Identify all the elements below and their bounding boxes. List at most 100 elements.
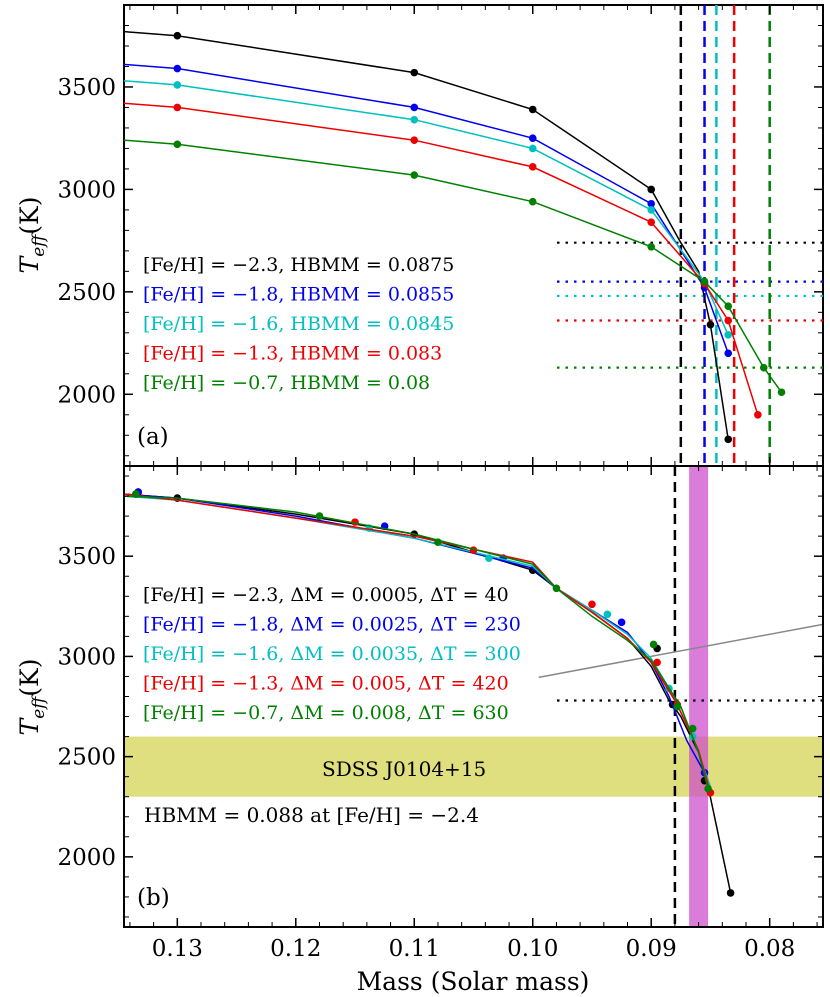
legend-entry: [Fe/H] = −0.7, ΔM = 0.008, ΔT = 630 [143,702,509,724]
data-point [410,115,419,124]
y-tick-label: 2000 [57,382,116,408]
legend-entry: [Fe/H] = −1.6, HBMM = 0.0845 [143,313,454,335]
panel-b-series [124,488,735,897]
x-tick-label: 0.10 [507,936,558,962]
y-tick-label: 2500 [57,280,116,306]
y-label-a-subscript: eff [29,232,49,257]
data-point [434,538,442,546]
y-tick-label: 3000 [57,177,116,203]
data-point [552,584,561,593]
data-point [673,702,682,711]
data-point [528,105,537,114]
y-label-b-unit: (K) [15,659,44,697]
legend-entry: [Fe/H] = −1.3, ΔM = 0.005, ΔT = 420 [143,673,509,695]
data-point [528,134,537,142]
series-line [124,493,712,793]
data-point [704,784,712,793]
legend-entry: [Fe/H] = −0.7, HBMM = 0.08 [143,372,430,394]
legend-entry: [Fe/H] = −2.3, HBMM = 0.0875 [143,254,454,276]
x-tick-label: 0.08 [744,936,795,962]
series-line [124,102,759,416]
panel-b-ticks: 2000 2500 3000 3500 [57,466,823,927]
panel-a-ref-lines [557,5,823,466]
data-point [724,331,733,339]
data-point [528,144,537,153]
x-tick-label: 0.13 [152,936,203,962]
panel-b-legend: [Fe/H] = −2.3, ΔM = 0.0005, ΔT = 40 [Fe/H… [143,584,521,724]
data-point [724,316,733,325]
data-point [647,199,656,208]
mass-band [689,466,709,927]
data-point [647,206,656,214]
data-point [706,320,715,329]
fit-line [538,623,823,679]
y-tick-label: 2000 [57,845,116,871]
data-point [649,640,658,649]
y-tick-label: 3500 [57,75,116,101]
data-point [647,218,656,226]
data-point [132,490,140,498]
y-tick-label: 2500 [57,745,116,771]
x-tick-label: 0.11 [389,936,440,962]
panel-a-series [124,30,786,444]
y-tick-label: 3000 [57,644,116,670]
x-axis-label: Mass (Solar mass) [357,967,590,996]
x-tick-label: 0.12 [270,936,321,962]
data-point [724,349,733,358]
data-point [653,658,661,667]
panel-b-label: (b) [137,885,170,911]
y-label-a-symbol: T [15,254,44,273]
data-point [173,140,182,149]
panel-a-label: (a) [137,424,169,450]
data-point [777,388,786,397]
panel-a-frame [123,4,824,467]
legend-entry: [Fe/H] = −1.3, HBMM = 0.083 [143,343,442,365]
target-label: SDSS J0104+15 [322,757,486,781]
svg-text:Teff(K): Teff(K) [15,659,49,736]
panel-a: 2000 2500 3000 3500 [Fe/H] = −2.3, HBMM = 0… [57,4,824,467]
data-point [754,410,762,419]
data-point [528,197,537,206]
panel-a-legend: [Fe/H] = −2.3, HBMM = 0.0875 [Fe/H] = −1.… [143,254,454,394]
data-point [173,103,182,112]
hbmm-annotation: HBMM = 0.088 at [Fe/H] = −2.4 [144,803,479,827]
data-point [410,103,419,112]
data-point [410,68,419,77]
svg-text:Teff(K): Teff(K) [15,197,49,274]
data-point [485,554,493,562]
data-point [759,363,768,372]
series-line [124,63,729,354]
panel-b-frame [123,465,824,928]
legend-entry: [Fe/H] = −1.8, HBMM = 0.0855 [143,284,454,306]
data-point [724,302,733,310]
data-point [315,512,324,520]
legend-entry: [Fe/H] = −2.3, ΔM = 0.0005, ΔT = 40 [143,584,509,606]
data-point [588,600,596,609]
data-point [173,64,182,73]
data-point [647,185,656,194]
data-point [603,610,612,619]
data-point [410,171,419,179]
panel-b-ref-lines [538,466,823,927]
data-point [173,31,182,40]
y-label-a-unit: (K) [15,197,44,235]
data-point [647,242,656,251]
data-point [173,81,182,89]
series-line [124,495,709,789]
data-point [726,889,735,897]
data-point [700,277,709,286]
y-axis-label-a: Teff(K) [15,197,49,274]
legend-entry: [Fe/H] = −1.6, ΔM = 0.0035, ΔT = 300 [143,643,521,665]
y-axis-label-b: Teff(K) [15,659,49,736]
panel-b: 2000 2500 3000 3500 [Fe/H] = −2.3, ΔM = 0.0… [57,465,824,928]
y-label-b-subscript: eff [29,694,49,719]
y-tick-label: 3500 [57,544,116,570]
panel-b-bands [124,466,823,927]
data-point [724,435,733,444]
panel-a-ticks: 2000 2500 3000 3500 [57,4,823,466]
data-point [528,163,537,171]
x-tick-labels: 0.13 0.12 0.11 0.10 0.09 0.08 [152,936,796,962]
data-point [410,136,419,145]
data-point [688,724,697,733]
